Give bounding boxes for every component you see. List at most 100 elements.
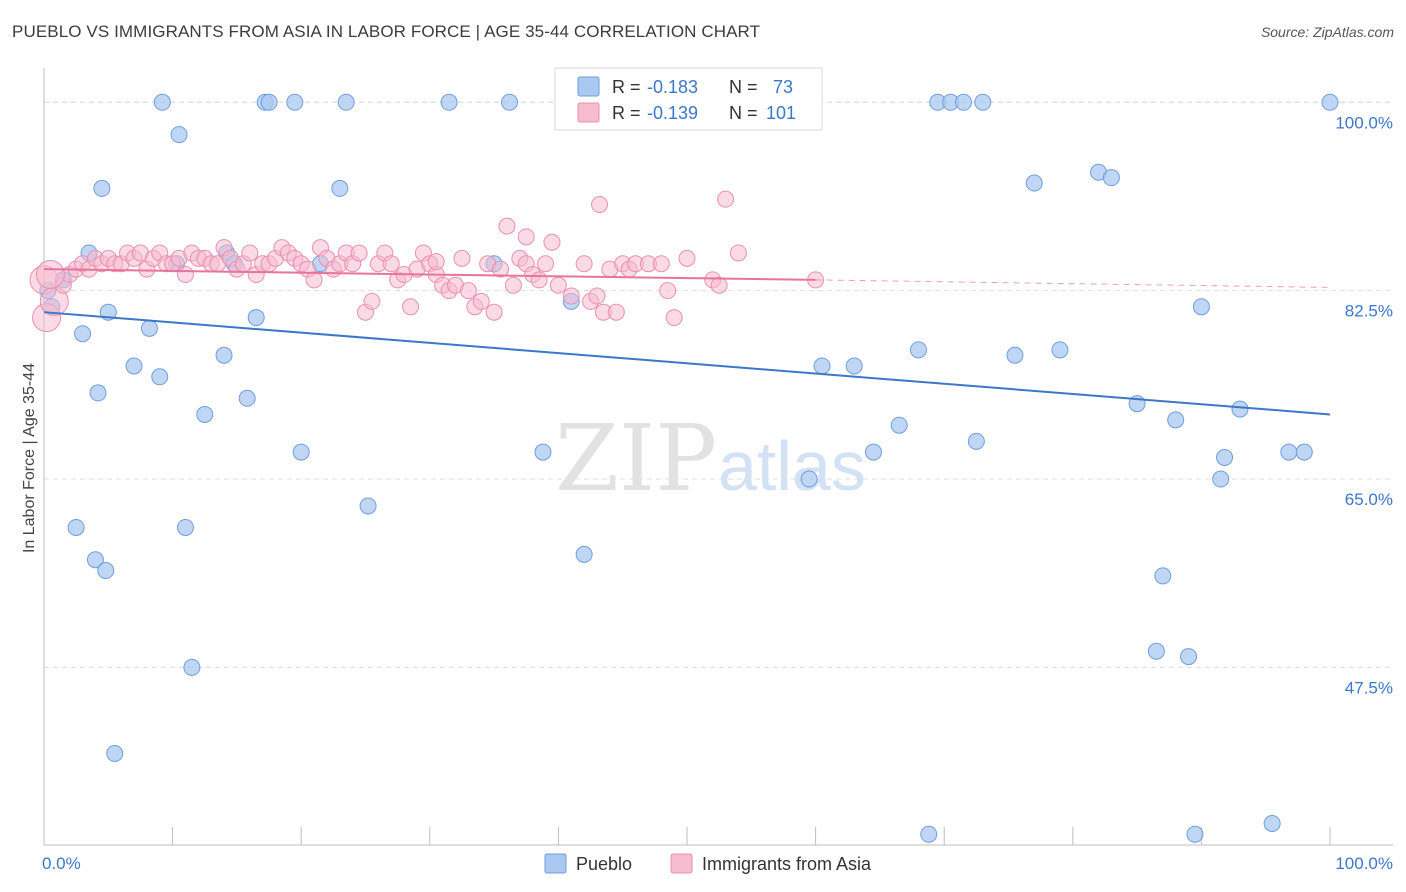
- pueblo-point: [1154, 567, 1172, 585]
- y-axis-label: In Labor Force | Age 35-44: [21, 363, 38, 553]
- pueblo-point: [1321, 93, 1339, 111]
- asia-point: [729, 244, 747, 262]
- pueblo-point: [974, 93, 992, 111]
- pueblo-point: [1102, 169, 1120, 187]
- pueblo-point: [440, 93, 458, 111]
- series-legend-asia: Immigrants from Asia: [702, 854, 872, 874]
- series-legend-swatch-pueblo: [544, 853, 567, 874]
- legend-swatch-asia: [577, 102, 600, 123]
- asia-point: [530, 271, 548, 289]
- pueblo-point: [920, 825, 938, 843]
- pueblo-point: [151, 368, 169, 386]
- pueblo-point: [1025, 174, 1043, 192]
- asia-points: [29, 190, 825, 333]
- pueblo-point: [292, 443, 310, 461]
- pueblo-point: [140, 319, 158, 337]
- asia-trend-extension: [815, 279, 1331, 288]
- asia-point: [402, 298, 420, 316]
- asia-point: [498, 217, 516, 235]
- asia-point: [717, 190, 735, 208]
- asia-point: [176, 266, 194, 284]
- legend-n-label-pueblo: N =: [729, 77, 758, 97]
- asia-point: [549, 276, 567, 294]
- pueblo-point: [534, 443, 552, 461]
- trend-lines: [43, 268, 1331, 416]
- legend-n-label-asia: N =: [729, 103, 758, 123]
- x-tick-label-start: 0.0%: [42, 854, 81, 873]
- series-legend: Pueblo Immigrants from Asia: [544, 853, 872, 874]
- asia-point: [35, 260, 65, 290]
- y-tick-label: 82.5%: [1345, 302, 1393, 321]
- pueblo-point: [1147, 642, 1165, 660]
- pueblo-point: [176, 518, 194, 536]
- pueblo-point: [67, 518, 85, 536]
- pueblo-point: [247, 309, 265, 327]
- asia-point: [537, 255, 555, 273]
- series-legend-swatch-asia: [670, 853, 693, 874]
- pueblo-point: [1192, 298, 1210, 316]
- asia-point: [427, 253, 445, 271]
- asia-point: [710, 276, 728, 294]
- pueblo-point: [1186, 825, 1204, 843]
- legend-n-value-asia: 101: [766, 103, 796, 123]
- asia-trend-line: [43, 268, 816, 281]
- watermark-zip: ZIP: [555, 405, 717, 512]
- pueblo-point: [1280, 443, 1298, 461]
- asia-point: [453, 249, 471, 267]
- series-legend-pueblo: Pueblo: [576, 854, 632, 874]
- pueblo-point: [1216, 449, 1234, 466]
- pueblo-trend-line: [43, 311, 1331, 416]
- correlation-legend: R = -0.183 N = 73 R = -0.139 N = 101: [554, 67, 823, 131]
- pueblo-point: [359, 497, 377, 515]
- asia-point: [492, 260, 510, 278]
- pueblo-point: [954, 93, 972, 111]
- asia-point: [382, 255, 400, 273]
- pueblo-point: [1167, 411, 1185, 429]
- pueblo-point: [909, 341, 927, 359]
- asia-point: [562, 287, 580, 305]
- y-tick-label: 100.0%: [1335, 113, 1393, 132]
- grid-lines: [44, 101, 1393, 668]
- pueblo-point: [86, 551, 104, 569]
- pueblo-point: [1051, 341, 1069, 359]
- pueblo-point: [1231, 400, 1249, 418]
- pueblo-point: [575, 545, 593, 563]
- x-tick-label-end: 100.0%: [1335, 854, 1393, 873]
- asia-point: [607, 303, 625, 321]
- legend-swatch-pueblo: [577, 76, 600, 97]
- pueblo-point: [1212, 470, 1230, 488]
- legend-r-label-pueblo: R =: [612, 77, 641, 97]
- asia-point: [659, 282, 677, 300]
- pueblo-point: [106, 745, 124, 763]
- pueblo-point: [331, 179, 349, 197]
- asia-point: [591, 196, 609, 214]
- pueblo-point: [890, 416, 908, 434]
- asia-point: [504, 276, 522, 294]
- pueblo-point: [93, 179, 111, 197]
- asia-point: [652, 255, 670, 273]
- pueblo-point: [215, 346, 233, 364]
- pueblo-point: [97, 562, 115, 580]
- pueblo-point: [1295, 443, 1313, 461]
- pueblo-point: [89, 384, 107, 402]
- pueblo-point: [170, 126, 188, 144]
- pueblo-point: [845, 357, 863, 375]
- asia-point: [575, 255, 593, 273]
- asia-point: [665, 309, 683, 327]
- pueblo-point: [1006, 346, 1024, 364]
- pueblo-point: [286, 93, 304, 111]
- asia-point: [543, 233, 561, 251]
- watermark: ZIP atlas: [555, 405, 866, 512]
- tick-labels: 100.0% 82.5% 65.0% 47.5% 0.0% 100.0%: [42, 113, 1393, 873]
- legend-n-value-pueblo: 73: [768, 77, 793, 97]
- pueblo-point: [238, 389, 256, 407]
- y-tick-label: 65.0%: [1345, 490, 1393, 509]
- pueblo-point: [864, 443, 882, 461]
- asia-point: [485, 303, 503, 321]
- pueblo-point: [813, 357, 831, 375]
- asia-point: [241, 244, 259, 262]
- pueblo-point: [337, 93, 355, 111]
- axes: [43, 68, 1393, 846]
- pueblo-point: [1263, 814, 1281, 832]
